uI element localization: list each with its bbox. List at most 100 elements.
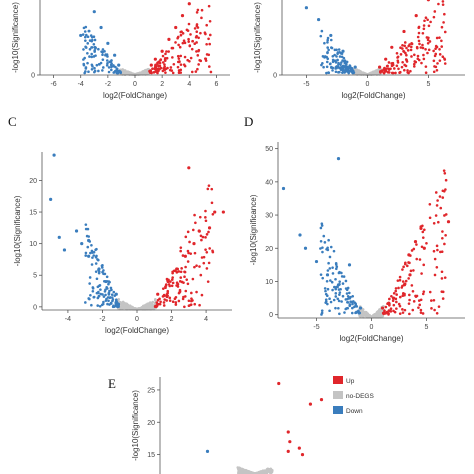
x-axis-label: log2(FoldChange) — [339, 334, 403, 343]
up-point — [213, 210, 217, 214]
down-point — [319, 226, 323, 230]
up-point — [156, 298, 160, 302]
up-point — [177, 69, 181, 72]
up-point — [432, 70, 436, 74]
down-point — [320, 224, 324, 227]
down-point — [347, 263, 352, 267]
nodeg-point — [363, 310, 367, 314]
up-point — [300, 453, 305, 457]
up-point — [194, 221, 197, 225]
up-point — [424, 16, 428, 20]
up-point — [189, 33, 192, 36]
down-point — [346, 67, 349, 71]
up-point — [197, 229, 201, 233]
up-point — [174, 301, 178, 304]
nodeg-point — [142, 70, 145, 74]
down-point — [88, 282, 91, 285]
up-point — [202, 261, 206, 265]
down-point — [344, 279, 348, 283]
down-point — [351, 302, 354, 306]
y-tick-label: 15 — [147, 452, 155, 459]
up-point — [177, 57, 181, 60]
up-point — [192, 242, 196, 246]
up-point — [378, 65, 382, 69]
down-point — [328, 297, 331, 301]
down-point — [99, 61, 103, 65]
y-tick-label: 20 — [147, 420, 155, 427]
up-point — [428, 290, 432, 294]
up-point — [180, 267, 183, 270]
up-point — [443, 276, 447, 279]
down-point — [323, 287, 327, 290]
up-point — [421, 236, 425, 239]
down-point — [92, 250, 96, 254]
up-point — [388, 297, 391, 301]
down-point — [348, 303, 352, 306]
x-tick-label: -5 — [313, 324, 319, 331]
x-axis-label: log2(FoldChange) — [105, 326, 169, 335]
up-point — [390, 294, 393, 298]
up-point — [394, 287, 398, 290]
up-point — [185, 278, 189, 281]
down-point — [320, 29, 324, 33]
y-tick-label: 50 — [265, 146, 273, 153]
y-tick-label: 0 — [31, 73, 35, 80]
nodeg-point — [142, 305, 145, 309]
nodeg-point — [138, 307, 141, 310]
down-point — [314, 259, 319, 264]
nodeg-point — [359, 70, 362, 73]
down-point — [102, 269, 105, 272]
down-point — [106, 55, 109, 58]
down-point — [74, 229, 79, 233]
up-point — [179, 63, 183, 66]
up-point — [415, 243, 418, 246]
up-point — [423, 228, 426, 232]
nodeg-point — [268, 468, 271, 471]
up-point — [443, 171, 447, 175]
up-point — [195, 34, 198, 38]
up-point — [195, 11, 199, 14]
up-point — [161, 61, 165, 64]
nodeg-point — [378, 311, 381, 314]
up-point — [396, 61, 400, 64]
y-tick-label: 0 — [269, 312, 273, 319]
up-point — [401, 268, 404, 271]
up-point — [411, 308, 415, 312]
up-point — [398, 278, 402, 282]
down-point — [331, 266, 334, 269]
up-point — [188, 44, 192, 48]
up-point — [170, 46, 174, 50]
down-point — [330, 65, 333, 69]
up-point — [401, 47, 404, 50]
up-point — [181, 32, 185, 35]
down-point — [92, 254, 96, 257]
down-point — [91, 289, 95, 293]
y-axis-label: -log10(Significance) — [249, 194, 258, 265]
down-point — [113, 53, 117, 57]
panel-d: D 0 10 20 30 40 50 -log10(Significance) -5 0 5 log2… — [244, 114, 465, 343]
up-point — [412, 300, 416, 303]
down-point — [91, 46, 94, 49]
up-point — [441, 297, 445, 300]
down-point — [98, 284, 101, 288]
down-point — [105, 297, 108, 301]
down-point — [106, 302, 109, 306]
up-point — [434, 214, 438, 217]
up-point — [406, 71, 409, 74]
up-point — [208, 42, 211, 46]
down-point — [345, 292, 349, 295]
up-point — [437, 220, 440, 224]
down-point — [86, 35, 90, 39]
down-point — [323, 55, 327, 58]
down-point — [86, 61, 89, 65]
up-point — [417, 299, 421, 302]
up-point — [401, 280, 405, 283]
down-point — [335, 65, 339, 68]
down-point — [339, 63, 342, 66]
up-point — [419, 308, 423, 312]
up-point — [193, 42, 197, 46]
nodeg-point — [372, 315, 375, 318]
down-point — [84, 254, 88, 257]
up-point — [187, 304, 191, 307]
up-point — [188, 60, 191, 63]
